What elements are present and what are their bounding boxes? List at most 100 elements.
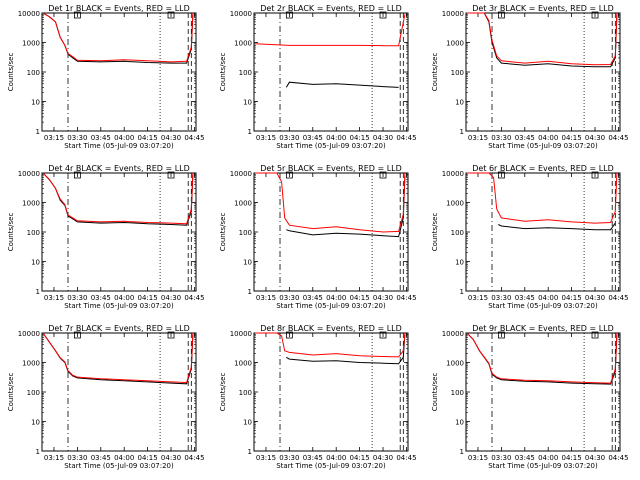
x-tick-label: 03:15 bbox=[256, 454, 276, 462]
events-series-line bbox=[286, 334, 406, 365]
x-tick-label: 04:15 bbox=[138, 134, 158, 142]
y-axis-label: Counts/sec bbox=[431, 213, 439, 252]
y-axis-label: Counts/sec bbox=[431, 373, 439, 412]
y-tick-label: 100 bbox=[451, 229, 464, 237]
lld-series-line bbox=[42, 172, 194, 225]
x-axis-label: Start Time (05-Jul-09 03:07:20) bbox=[488, 462, 598, 470]
events-series-line bbox=[42, 172, 194, 226]
x-tick-label: 04:30 bbox=[161, 454, 181, 462]
x-axis-label: Start Time (05-Jul-09 03:07:20) bbox=[276, 302, 386, 310]
panel-title: Det 1r BLACK = Events, RED = LLD bbox=[48, 4, 190, 13]
square-marker bbox=[73, 171, 81, 179]
x-tick-label: 04:30 bbox=[161, 294, 181, 302]
events-series-line bbox=[285, 81, 399, 88]
y-tick-label: 10000 bbox=[442, 330, 464, 338]
square-marker bbox=[167, 171, 175, 179]
x-axis-label: Start Time (05-Jul-09 03:07:20) bbox=[64, 142, 174, 150]
y-axis-label: Counts/sec bbox=[7, 53, 15, 92]
detector-panel-9: Det 9r BLACK = Events, RED = LLD 1 10 100 10… bbox=[431, 324, 629, 470]
x-tick-label: 04:45 bbox=[184, 134, 204, 142]
x-tick-label: 04:00 bbox=[538, 134, 558, 142]
x-tick-label: 04:15 bbox=[350, 454, 370, 462]
x-axis-label: Start Time (05-Jul-09 03:07:20) bbox=[64, 462, 174, 470]
x-tick-label: 03:30 bbox=[491, 134, 511, 142]
square-marker bbox=[379, 11, 387, 19]
x-tick-label: 04:30 bbox=[373, 454, 393, 462]
y-tick-label: 10000 bbox=[230, 10, 252, 18]
detector-panel-4: Det 4r BLACK = Events, RED = LLD 1 10 100 10… bbox=[7, 164, 205, 310]
x-tick-label: 04:00 bbox=[114, 454, 134, 462]
x-tick-label: 03:45 bbox=[91, 294, 111, 302]
x-tick-label: 04:30 bbox=[373, 294, 393, 302]
x-tick-label: 03:45 bbox=[91, 454, 111, 462]
y-axis-label: Counts/sec bbox=[7, 213, 15, 252]
square-marker bbox=[73, 331, 81, 339]
panel-title: Det 6r BLACK = Events, RED = LLD bbox=[472, 164, 614, 173]
x-tick-label: 03:30 bbox=[491, 454, 511, 462]
x-tick-label: 03:45 bbox=[303, 454, 323, 462]
y-axis-label: Counts/sec bbox=[219, 213, 227, 252]
detector-panel-6: Det 6r BLACK = Events, RED = LLD 1 10 100 10… bbox=[431, 164, 629, 310]
plot-frame bbox=[253, 332, 409, 452]
y-tick-label: 100 bbox=[239, 229, 252, 237]
panel-title: Det 4r BLACK = Events, RED = LLD bbox=[48, 164, 190, 173]
panel-title: Det 3r BLACK = Events, RED = LLD bbox=[472, 4, 614, 13]
y-tick-label: 10000 bbox=[230, 170, 252, 178]
lld-series-line bbox=[466, 332, 618, 384]
y-tick-label: 1000 bbox=[22, 200, 40, 208]
x-tick-label: 03:30 bbox=[67, 134, 87, 142]
x-tick-label: 04:45 bbox=[608, 294, 628, 302]
x-tick-label: 03:30 bbox=[491, 294, 511, 302]
panel-title: Det 7r BLACK = Events, RED = LLD bbox=[48, 324, 190, 333]
y-tick-label: 10000 bbox=[18, 10, 40, 18]
x-tick-label: 04:30 bbox=[161, 134, 181, 142]
x-tick-label: 04:15 bbox=[350, 294, 370, 302]
lld-series-line bbox=[42, 332, 194, 384]
y-axis-label: Counts/sec bbox=[7, 373, 15, 412]
x-tick-label: 03:15 bbox=[44, 454, 64, 462]
x-tick-label: 04:00 bbox=[114, 294, 134, 302]
x-tick-label: 04:30 bbox=[373, 134, 393, 142]
events-series-line bbox=[286, 175, 406, 238]
y-tick-label: 100 bbox=[27, 229, 40, 237]
plot-frame bbox=[465, 172, 621, 292]
square-marker bbox=[285, 331, 293, 339]
y-tick-label: 10 bbox=[243, 259, 252, 267]
square-marker bbox=[591, 331, 599, 339]
x-tick-label: 03:30 bbox=[279, 454, 299, 462]
x-tick-label: 03:15 bbox=[468, 134, 488, 142]
y-tick-label: 1000 bbox=[446, 200, 464, 208]
y-tick-label: 10000 bbox=[18, 170, 40, 178]
y-axis-label: Counts/sec bbox=[219, 53, 227, 92]
events-series-line bbox=[466, 332, 618, 385]
lld-series-line bbox=[254, 14, 406, 47]
events-series-line bbox=[467, 12, 618, 68]
y-tick-label: 100 bbox=[239, 389, 252, 397]
y-tick-label: 1 bbox=[248, 128, 252, 136]
panel-title: Det 8r BLACK = Events, RED = LLD bbox=[260, 324, 402, 333]
detector-panel-3: Det 3r BLACK = Events, RED = LLD 1 10 100 10… bbox=[431, 4, 629, 150]
x-tick-label: 04:45 bbox=[396, 454, 416, 462]
y-tick-label: 1000 bbox=[234, 40, 252, 48]
lld-series-line bbox=[467, 172, 618, 224]
square-marker bbox=[73, 11, 81, 19]
detector-panel-7: Det 7r BLACK = Events, RED = LLD 1 10 100 10… bbox=[7, 324, 205, 470]
y-tick-label: 100 bbox=[27, 69, 40, 77]
x-tick-label: 04:30 bbox=[585, 454, 605, 462]
x-tick-label: 03:45 bbox=[91, 134, 111, 142]
square-marker bbox=[497, 331, 505, 339]
square-marker bbox=[167, 11, 175, 19]
x-tick-label: 04:30 bbox=[585, 294, 605, 302]
square-marker bbox=[497, 11, 505, 19]
lld-series-line bbox=[255, 332, 406, 358]
detector-panel-1: Det 1r BLACK = Events, RED = LLD 1 10 100 10… bbox=[7, 4, 205, 150]
events-series-line bbox=[42, 332, 194, 385]
detector-panel-8: Det 8r BLACK = Events, RED = LLD 1 10 100 10… bbox=[219, 324, 417, 470]
x-tick-label: 04:00 bbox=[326, 134, 346, 142]
plot-frame bbox=[465, 332, 621, 452]
square-marker bbox=[379, 171, 387, 179]
y-tick-label: 10000 bbox=[18, 330, 40, 338]
square-marker bbox=[591, 171, 599, 179]
y-tick-label: 1000 bbox=[446, 40, 464, 48]
x-axis-label: Start Time (05-Jul-09 03:07:20) bbox=[64, 302, 174, 310]
